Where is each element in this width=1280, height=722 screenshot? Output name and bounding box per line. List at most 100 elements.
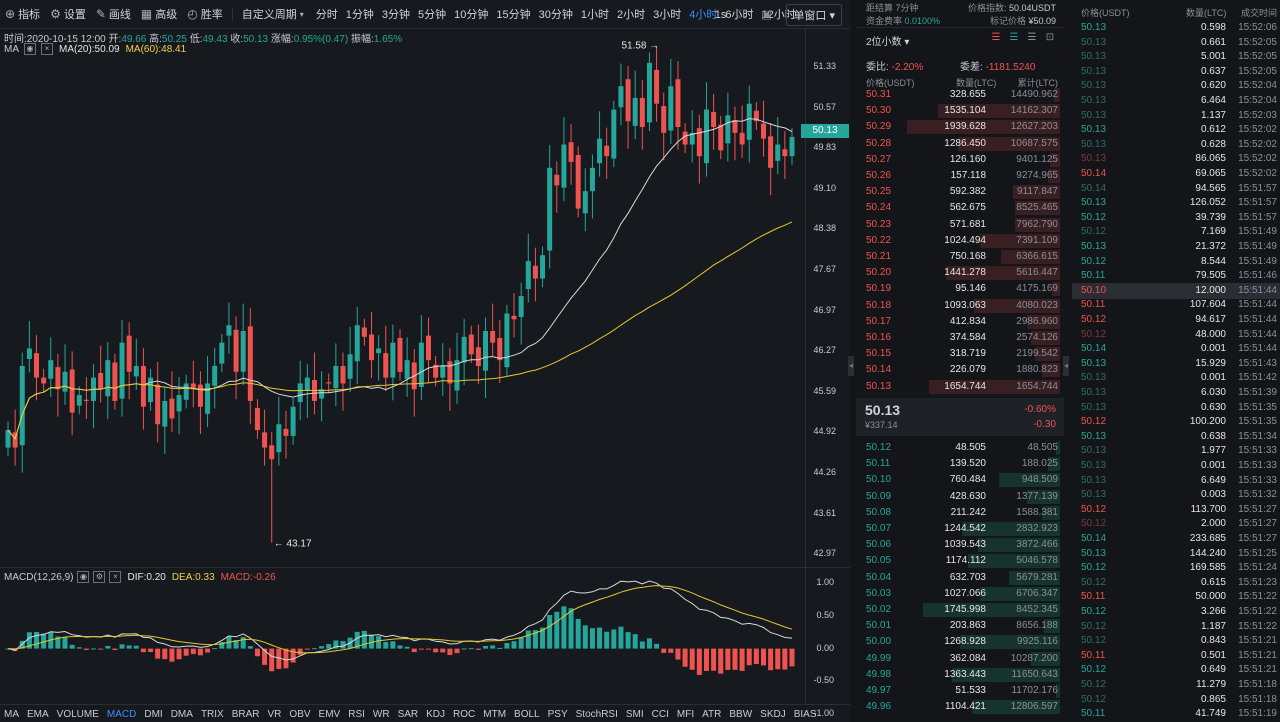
indicator-tab[interactable]: MTM	[483, 708, 507, 720]
ask-row[interactable]: 50.23 571.681 7962.790	[856, 217, 1064, 233]
bid-row[interactable]: 50.06 1039.543 3872.466	[856, 537, 1064, 553]
eye-icon[interactable]: ◉	[24, 43, 36, 55]
indicator-tab[interactable]: RSI	[348, 708, 365, 720]
toolbar-gear-button[interactable]: ⚙ 设置	[45, 0, 91, 28]
indicator-tab[interactable]: EMA	[27, 708, 49, 720]
indicator-tab[interactable]: BRAR	[231, 708, 260, 720]
ask-row[interactable]: 50.27 126.160 9401.125	[856, 152, 1064, 168]
bid-row[interactable]: 50.05 1174.112 5046.578	[856, 553, 1064, 569]
indicator-tab[interactable]: BBW	[729, 708, 753, 720]
ask-row[interactable]: 50.18 1093.063 4080.023	[856, 298, 1064, 314]
indicator-tab[interactable]: TRIX	[200, 708, 224, 720]
indicator-tab[interactable]: ATR	[702, 708, 722, 720]
indicator-tab[interactable]: DMA	[170, 708, 193, 720]
ask-row[interactable]: 50.21 750.168 6366.615	[856, 249, 1064, 265]
ask-row[interactable]: 50.14 226.079 1880.823	[856, 362, 1064, 378]
bid-row[interactable]: 50.04 632.703 5679.281	[856, 570, 1064, 586]
indicator-tab[interactable]: WR	[372, 708, 390, 720]
ask-row[interactable]: 50.22 1024.494 7391.109	[856, 233, 1064, 249]
period-tab[interactable]: 6小时	[725, 9, 754, 21]
bids-only-icon[interactable]: ☰	[1009, 32, 1019, 43]
bid-row[interactable]: 50.00 1268.928 9925.116	[856, 634, 1064, 650]
bid-row[interactable]: 49.96 1104.421 12806.597	[856, 699, 1064, 715]
period-tab[interactable]: 3分钟	[381, 9, 410, 21]
ask-row[interactable]: 50.15 318.719 2199.542	[856, 346, 1064, 362]
indicator-tab[interactable]: VR	[267, 708, 282, 720]
collapse-right-handle[interactable]: ◂	[1063, 356, 1069, 376]
ask-row[interactable]: 50.30 1535.104 14162.307	[856, 103, 1064, 119]
indicator-tab[interactable]: MACD	[106, 708, 137, 720]
bid-row[interactable]: 50.11 139.520 188.025	[856, 456, 1064, 472]
ask-row[interactable]: 50.17 412.834 2986.960	[856, 314, 1064, 330]
window-mode-dropdown[interactable]: 单窗口 ▾	[786, 4, 842, 26]
indicator-tab[interactable]: PSY	[547, 708, 568, 720]
indicator-tab[interactable]: SMI	[625, 708, 644, 720]
expand-icon[interactable]: ⊡	[1045, 32, 1055, 43]
decimals-dropdown[interactable]: 2位小数 ▾	[866, 37, 910, 48]
ask-row[interactable]: 50.16 374.584 2574.126	[856, 330, 1064, 346]
interval-button[interactable]: 1s	[714, 9, 727, 21]
period-tab[interactable]: 分时	[315, 9, 338, 21]
toolbar-chart-advanced-button[interactable]: ▦ 高级	[136, 0, 182, 28]
indicator-tab[interactable]: SAR	[397, 708, 419, 720]
indicator-tab[interactable]: OBV	[289, 708, 311, 720]
indicator-tab[interactable]: DMI	[144, 708, 163, 720]
bid-depth-bar	[952, 667, 1060, 682]
fullscreen-icon[interactable]: ⛶	[738, 9, 747, 21]
indicator-tab[interactable]: SKDJ	[760, 708, 786, 720]
period-tab[interactable]: 15分钟	[496, 9, 531, 21]
ask-row[interactable]: 50.25 592.382 9117.847	[856, 184, 1064, 200]
indicator-tab[interactable]: MA	[4, 708, 19, 720]
collapse-left-handle[interactable]: ◂	[848, 356, 854, 376]
bid-row[interactable]: 50.12 48.505 48.505	[856, 440, 1064, 456]
ask-row[interactable]: 50.31 328.655 14490.962	[856, 87, 1064, 103]
candlestick-chart[interactable]: 51.58 → ← 43.17	[0, 0, 850, 720]
bid-row[interactable]: 50.02 1745.998 8452.345	[856, 602, 1064, 618]
bid-row[interactable]: 49.99 362.084 10287.200	[856, 651, 1064, 667]
bid-row[interactable]: 50.09 428.630 1377.139	[856, 489, 1064, 505]
both-sides-icon[interactable]: ☰	[991, 32, 1001, 43]
close-icon[interactable]: ×	[109, 571, 122, 583]
bid-row[interactable]: 49.98 1363.443 11650.643	[856, 667, 1064, 683]
bid-row[interactable]: 50.10 760.484 948.509	[856, 472, 1064, 488]
indicator-tab[interactable]: BIAS	[793, 708, 817, 720]
indicator-tab[interactable]: MFI	[676, 708, 695, 720]
period-tab[interactable]: 5分钟	[417, 9, 447, 21]
period-tab[interactable]: 1小时	[580, 9, 609, 21]
ask-row[interactable]: 50.28 1286.450 10687.575	[856, 136, 1064, 152]
period-tab[interactable]: 1分钟	[345, 9, 374, 21]
asks-only-icon[interactable]: ☰	[1027, 32, 1037, 43]
period-tab[interactable]: 30分钟	[538, 9, 573, 21]
ask-row[interactable]: 50.29 1939.628 12627.203	[856, 119, 1064, 135]
custom-period-dropdown[interactable]: 自定义周期 ▾	[237, 0, 312, 28]
indicator-tab[interactable]: ROC	[453, 708, 476, 720]
bid-row[interactable]: 50.07 1244.542 2832.923	[856, 521, 1064, 537]
ask-row[interactable]: 50.24 562.675 8525.465	[856, 200, 1064, 216]
settings-icon[interactable]: ⚙	[93, 571, 106, 583]
toolbar-pencil-button[interactable]: ✎ 画线	[91, 0, 136, 28]
bid-row[interactable]: 49.97 51.533 11702.176	[856, 683, 1064, 699]
period-tab[interactable]: 2小时	[616, 9, 646, 21]
eye-icon[interactable]: ◉	[77, 571, 90, 583]
chart-panel[interactable]: ⊕ 指标 ⚙ 设置 ✎ 画线 ▦ 高级 ◴ 胜率 自定义周期 ▾ 分时 1分钟 3分钟 5分钟 10分钟 15…	[0, 0, 850, 722]
bid-row[interactable]: 50.08 211.242 1588.381	[856, 505, 1064, 521]
ask-row[interactable]: 50.26 157.118 9274.965	[856, 168, 1064, 184]
indicator-tab[interactable]: KDJ	[426, 708, 446, 720]
ask-row[interactable]: 50.19 95.146 4175.169	[856, 281, 1064, 297]
toolbar-winrate-button[interactable]: ◴ 胜率	[182, 0, 227, 28]
indicator-tab[interactable]: CCI	[651, 708, 669, 720]
screenshot-icon[interactable]: ▣	[761, 9, 772, 21]
ask-row[interactable]: 50.20 1441.278 5616.447	[856, 265, 1064, 281]
bid-row[interactable]: 50.01 203.863 8656.188	[856, 618, 1064, 634]
indicator-tab[interactable]: StochRSI	[575, 708, 618, 720]
period-tab[interactable]: 10分钟	[454, 9, 489, 21]
indicator-tab[interactable]: EMV	[318, 708, 341, 720]
indicator-tab[interactable]: BOLL	[514, 708, 540, 720]
close-icon[interactable]: ×	[41, 43, 53, 55]
period-tab[interactable]: 3小时	[653, 9, 682, 21]
bid-row[interactable]: 50.03 1027.066 6706.347	[856, 586, 1064, 602]
period-tab[interactable]: 4小时	[689, 9, 718, 21]
indicator-tab[interactable]: VOLUME	[56, 708, 99, 720]
ask-row[interactable]: 50.13 1654.744 1654.744	[856, 379, 1064, 395]
toolbar-indicator-button[interactable]: ⊕ 指标	[0, 0, 45, 28]
